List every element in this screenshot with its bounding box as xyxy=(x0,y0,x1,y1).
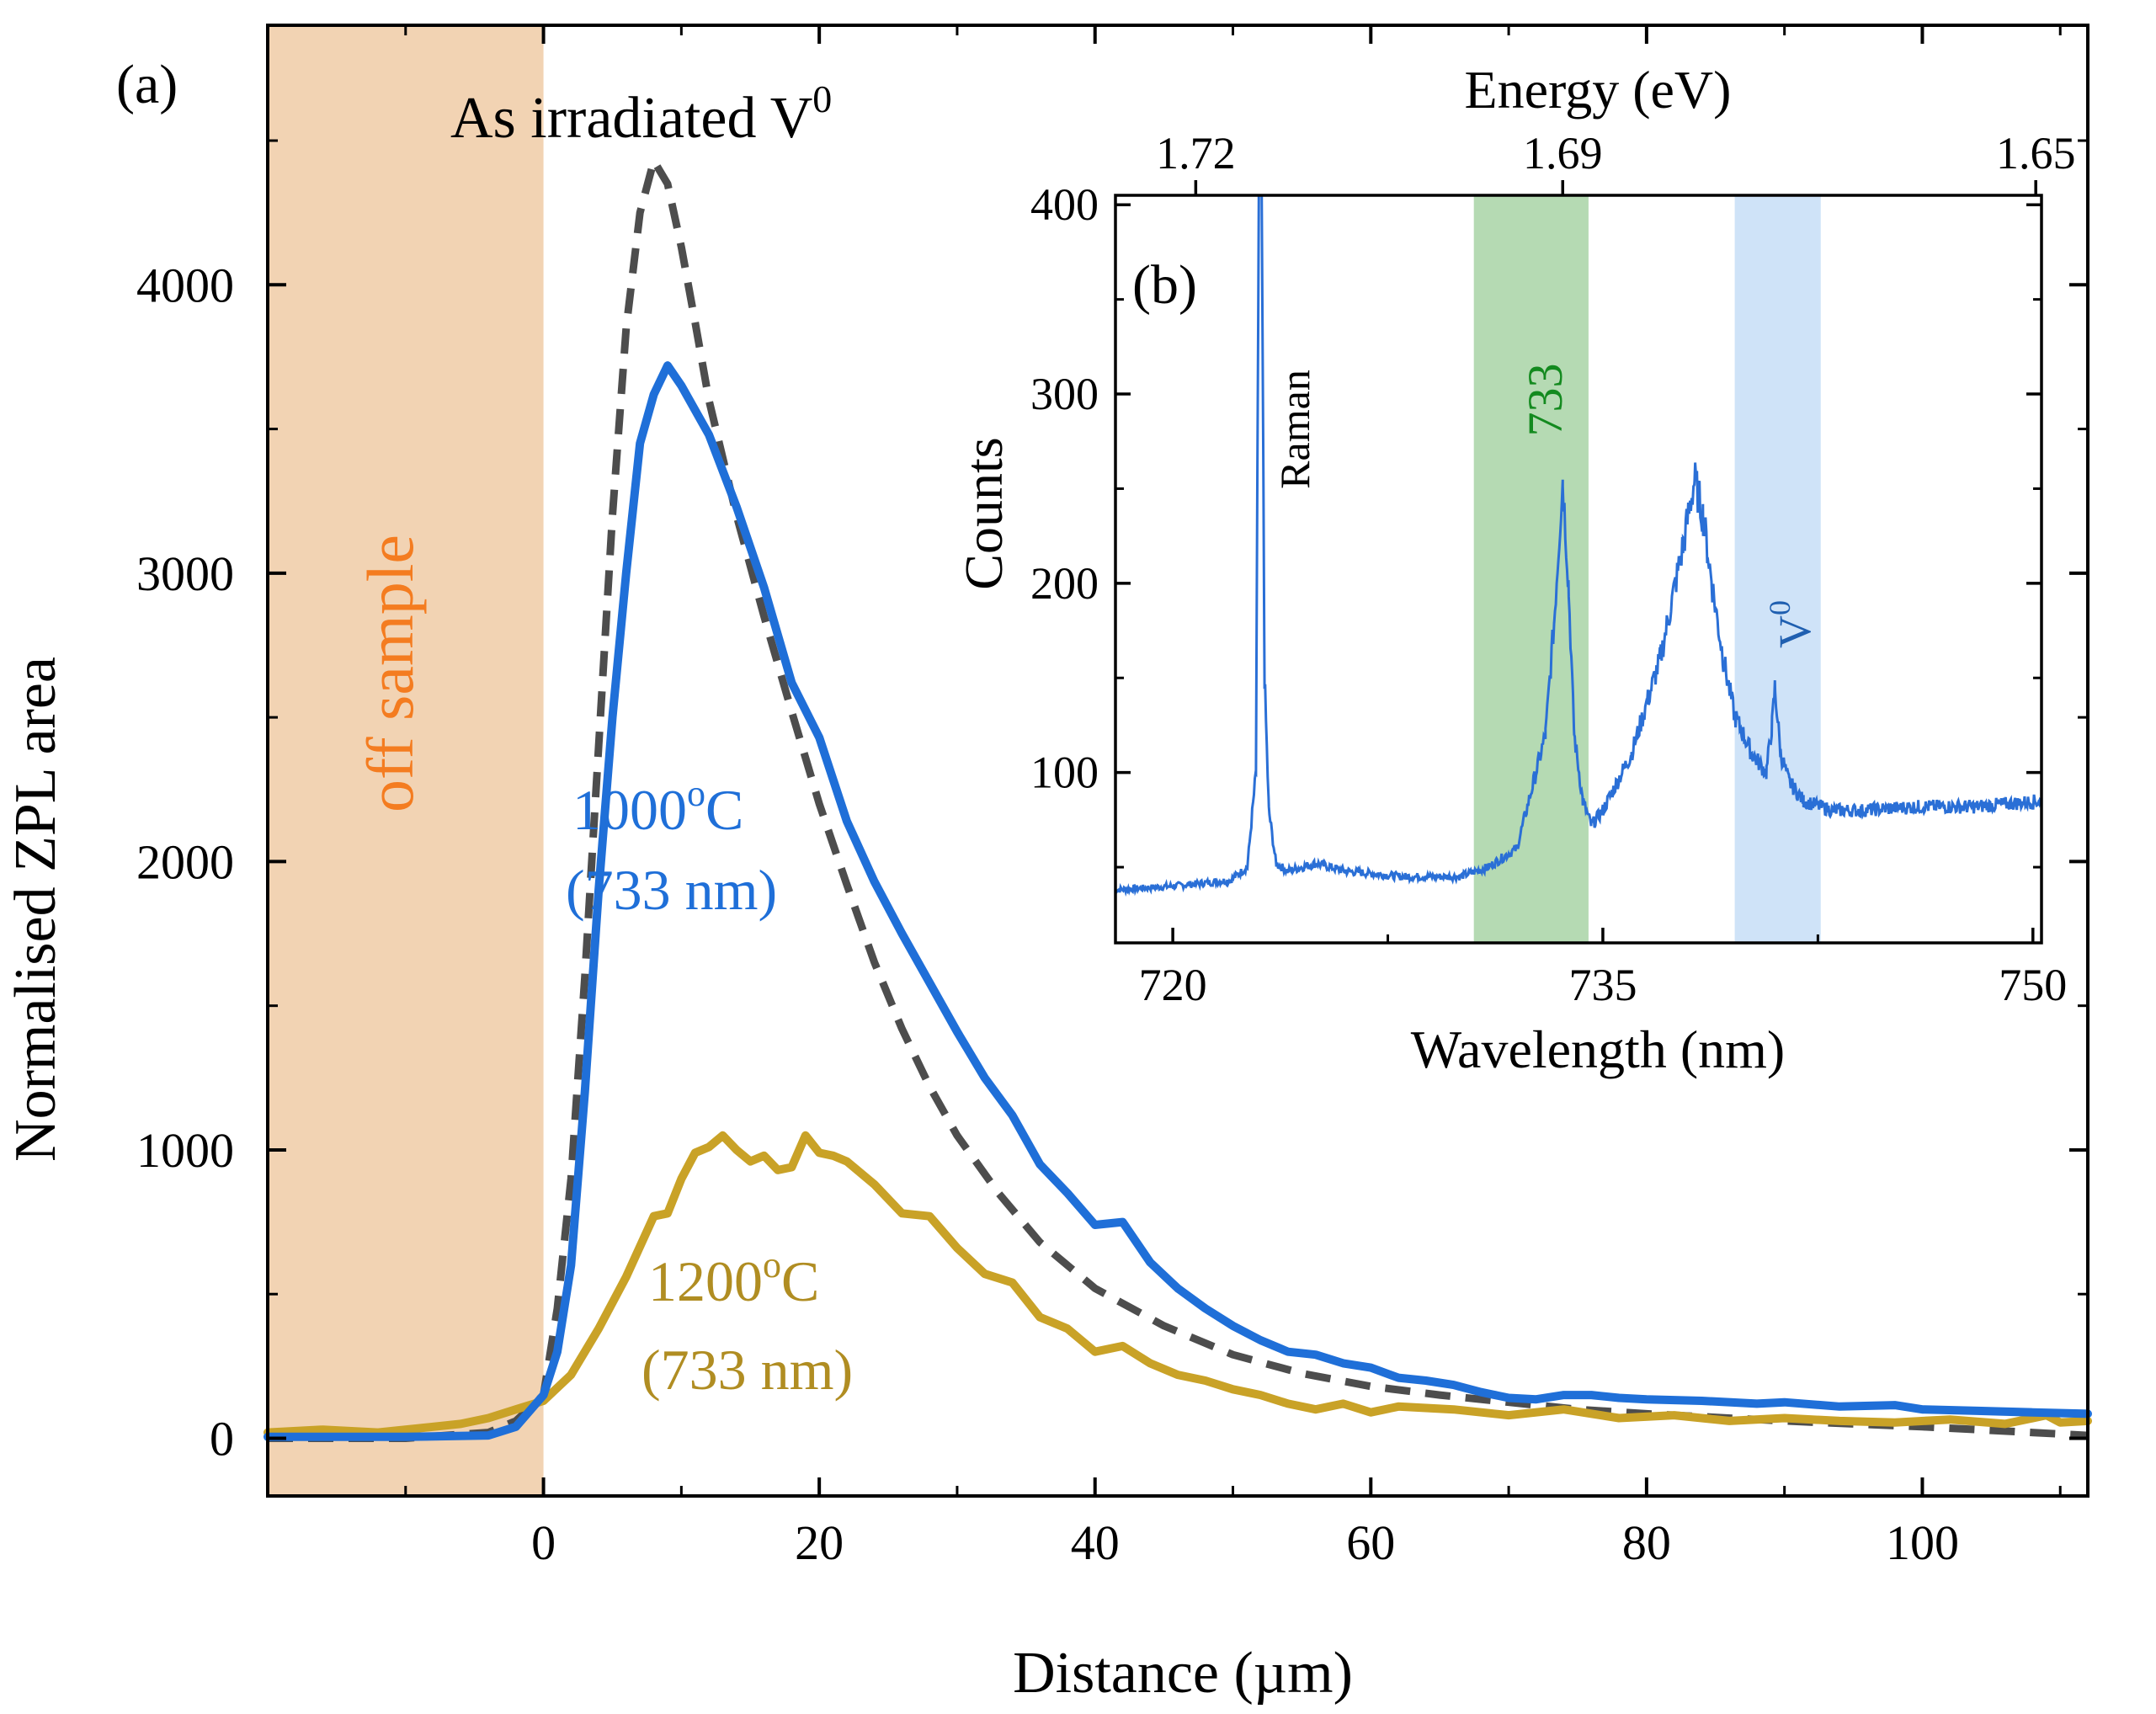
label-1200c-deg: o xyxy=(763,1244,781,1286)
panel-label-a: (a) xyxy=(116,54,178,115)
main-x-tick-label: 20 xyxy=(795,1515,844,1570)
band-733 xyxy=(1473,195,1589,943)
label-1000c-line1: 1000oC xyxy=(572,773,743,842)
as-irradiated-label-main: As irradiated V xyxy=(450,86,812,151)
inset-top-tick-label: 1.72 xyxy=(1156,128,1236,178)
inset-ticks-group xyxy=(1115,180,2042,943)
main-y-tick-label: 1000 xyxy=(136,1123,234,1178)
raman-label: Raman xyxy=(1271,370,1318,489)
label-1200c-num: 1200 xyxy=(648,1249,763,1313)
v0-label: V0 xyxy=(1763,600,1820,648)
main-y-tick-label: 4000 xyxy=(136,258,234,312)
peak-733-label: 733 xyxy=(1518,364,1573,437)
label-1200c-unit: C xyxy=(781,1249,819,1313)
inset-top-tick-labels: 1.72 1.69 1.65 xyxy=(1156,128,2075,178)
panel-label-b: (b) xyxy=(1132,254,1197,316)
main-x-tick-label: 60 xyxy=(1346,1515,1395,1570)
series-line-1 xyxy=(264,361,2092,1441)
spectrum-line xyxy=(1114,194,2043,897)
main-x-tick-labels: 0 20 40 60 80 100 xyxy=(531,1515,1959,1570)
series-line-2 xyxy=(264,1131,2092,1437)
inset-y-tick-label: 300 xyxy=(1030,369,1099,419)
main-series-group xyxy=(264,157,2092,1442)
as-irradiated-label-sup: 0 xyxy=(812,77,832,120)
inset-panel: 720 735 750 100 200 300 400 1.72 1.69 1.65 Wave… xyxy=(954,60,2075,1079)
label-1200c-line2: (733 nm) xyxy=(641,1338,853,1402)
inset-x-tick-label: 720 xyxy=(1139,960,1207,1010)
inset-y-axis-title: Counts xyxy=(954,437,1014,589)
main-y-tick-label: 3000 xyxy=(136,546,234,601)
inset-y-tick-label: 400 xyxy=(1030,179,1099,230)
label-1000c-deg: o xyxy=(687,773,705,814)
v0-label-sup: 0 xyxy=(1763,600,1797,615)
main-y-tick-label: 0 xyxy=(210,1411,234,1466)
v0-label-main: V xyxy=(1770,615,1820,648)
main-y-tick-labels: 0 1000 2000 3000 4000 xyxy=(136,258,234,1466)
off-sample-region xyxy=(268,25,544,1496)
label-1200c-line1: 1200oC xyxy=(648,1244,819,1313)
band-v0 xyxy=(1734,195,1821,943)
series-line-0 xyxy=(268,157,2089,1442)
inset-x-tick-label: 750 xyxy=(1999,960,2067,1010)
main-ticks-group xyxy=(268,25,2088,1496)
inset-x-tick-label: 735 xyxy=(1568,960,1637,1010)
main-x-tick-label: 40 xyxy=(1071,1515,1120,1570)
inset-top-tick-label: 1.69 xyxy=(1523,128,1603,178)
main-y-axis-title: Normalised ZPL area xyxy=(3,657,68,1162)
inset-plot-frame xyxy=(1114,194,2043,945)
inset-x-axis-title: Wavelength (nm) xyxy=(1411,1019,1785,1079)
inset-top-tick-label: 1.65 xyxy=(1996,128,2076,178)
main-plot-frame xyxy=(266,24,2089,1498)
inset-top-axis-title: Energy (eV) xyxy=(1465,60,1732,120)
main-x-axis-title: Distance (µm) xyxy=(1013,1641,1353,1706)
inset-y-tick-label: 200 xyxy=(1030,558,1099,609)
label-1000c-unit: C xyxy=(705,778,743,842)
label-1000c-num: 1000 xyxy=(572,778,687,842)
main-x-tick-label: 80 xyxy=(1622,1515,1671,1570)
main-y-tick-label: 2000 xyxy=(136,834,234,889)
inset-y-tick-label: 100 xyxy=(1030,748,1099,798)
inset-x-tick-labels: 720 735 750 xyxy=(1139,960,2068,1010)
as-irradiated-label: As irradiated V0 xyxy=(450,77,832,151)
label-1000c-line2: (733 nm) xyxy=(566,858,777,922)
inset-y-tick-labels: 100 200 300 400 xyxy=(1030,179,1099,797)
off-sample-label: off sample xyxy=(354,535,427,812)
main-x-tick-label: 100 xyxy=(1886,1515,1959,1570)
main-x-tick-label: 0 xyxy=(531,1515,556,1570)
